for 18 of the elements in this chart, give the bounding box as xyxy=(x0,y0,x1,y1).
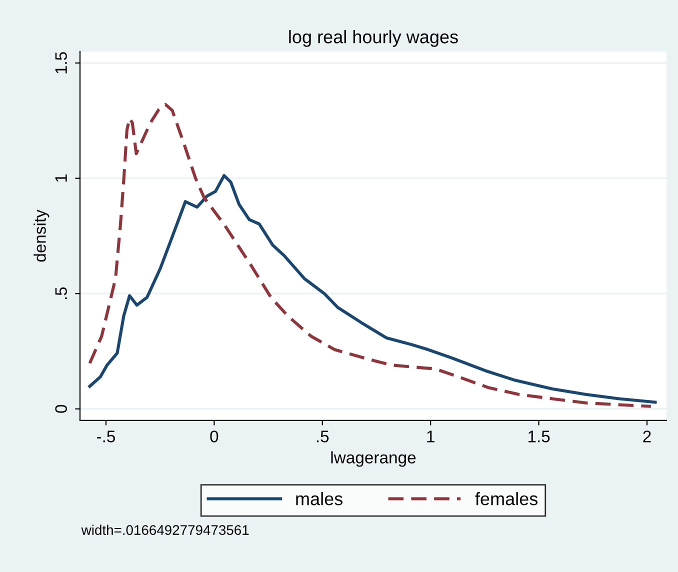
y-tick-label: 1.5 xyxy=(55,52,67,74)
x-tick-label: .5 xyxy=(316,430,329,442)
text: width=.0166492779473561 xyxy=(81,524,249,535)
y-tick-label: .5 xyxy=(55,287,67,300)
x-tick-label: 0 xyxy=(210,430,218,442)
x-tick-label: 2 xyxy=(643,430,651,442)
x-axis-title: lwagerange xyxy=(331,451,416,467)
y-tick-label: 1 xyxy=(55,174,67,182)
y-tick-label: 0 xyxy=(55,404,67,413)
x-tick-label: 1 xyxy=(427,430,434,442)
y-axis-title: density xyxy=(34,210,50,262)
line-series xyxy=(88,102,652,408)
line-series xyxy=(88,174,657,404)
legend-label: males xyxy=(296,492,342,506)
x-tick-label: -.5 xyxy=(96,430,115,442)
x-tick-label: 1.5 xyxy=(528,430,550,442)
legend-label: females xyxy=(475,492,538,506)
chart-title: log real hourly wages xyxy=(289,30,458,47)
